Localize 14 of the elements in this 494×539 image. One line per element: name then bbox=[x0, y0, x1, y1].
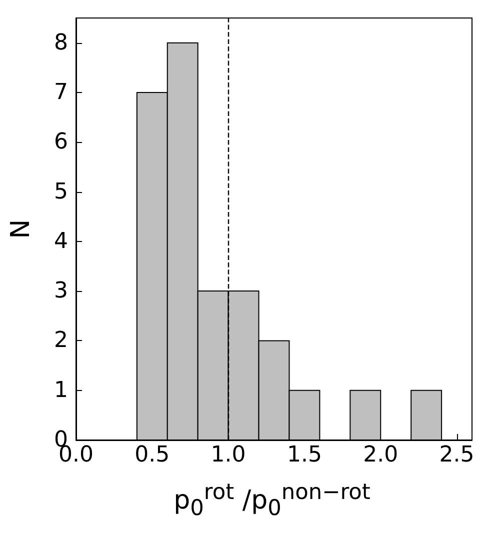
x-tick-label: 2.5 bbox=[439, 442, 474, 468]
y-tick-label: 1 bbox=[54, 378, 68, 403]
x-tick-label: 2.0 bbox=[363, 442, 398, 468]
x-tick-label: 0.5 bbox=[134, 442, 170, 468]
y-tick-label: 5 bbox=[54, 179, 68, 204]
y-tick-label: 7 bbox=[54, 80, 68, 105]
x-tick-label: 1.0 bbox=[210, 442, 246, 468]
y-axis-title: N bbox=[6, 219, 36, 239]
y-tick-label: 3 bbox=[54, 278, 68, 304]
y-tick-label: 6 bbox=[54, 130, 68, 155]
x-tick-label: 1.5 bbox=[286, 442, 322, 468]
y-tick-label: 2 bbox=[54, 328, 68, 354]
y-tick-label: 8 bbox=[54, 30, 68, 56]
y-tick-label: 4 bbox=[54, 228, 68, 254]
